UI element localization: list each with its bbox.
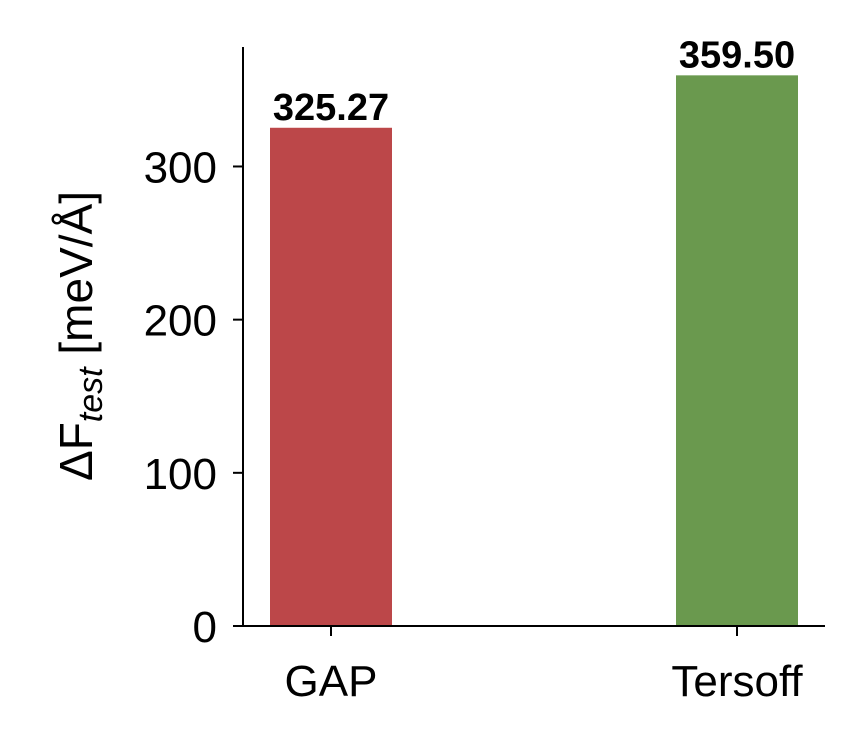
bar — [676, 75, 798, 627]
y-tick-label: 300 — [144, 143, 217, 192]
y-tick-label: 200 — [144, 297, 217, 346]
y-label-subscript: test — [72, 366, 110, 422]
value-label: 359.50 — [679, 34, 795, 76]
y-label-unit: [meV/Å] — [50, 191, 102, 355]
y-tick-label: 100 — [144, 450, 217, 499]
value-label: 325.27 — [273, 87, 389, 129]
y-label-main: ΔF — [50, 422, 102, 481]
y-tick-label: 0 — [193, 603, 217, 652]
bar — [270, 127, 392, 626]
y-axis-label: ΔFtest [meV/Å] — [50, 191, 110, 481]
x-tick-label: Tersoff — [671, 657, 803, 706]
y-label-unit — [50, 355, 102, 368]
x-tick-label: GAP — [285, 657, 378, 706]
